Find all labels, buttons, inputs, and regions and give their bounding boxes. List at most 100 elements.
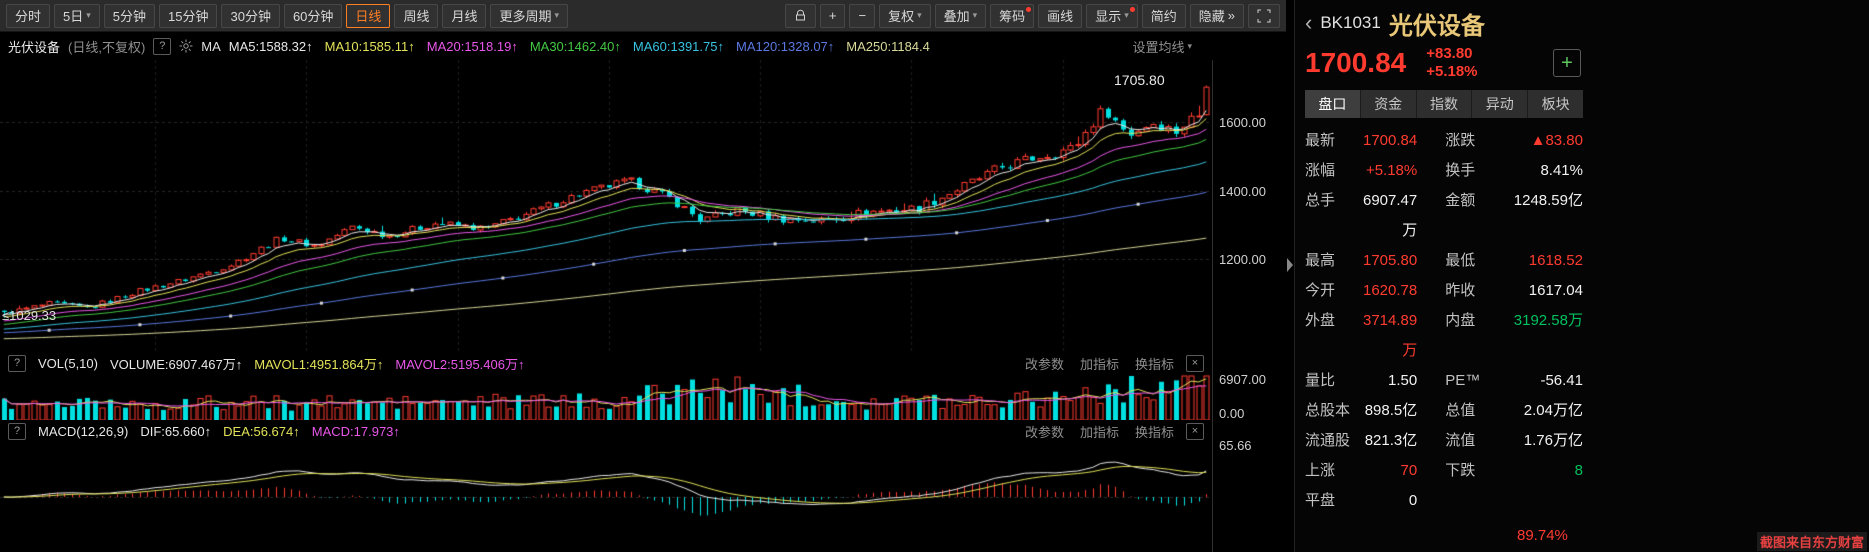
simple-mode-button-label: 简约 xyxy=(1150,9,1177,24)
sidebar-collapse-handle[interactable] xyxy=(1286,0,1294,552)
close-icon[interactable]: × xyxy=(1186,422,1204,440)
lock-button[interactable] xyxy=(784,3,816,28)
add-indicator-link[interactable]: 加指标 xyxy=(1079,424,1119,440)
zoom-out-button-label: − xyxy=(858,8,867,23)
chevron-down-icon: ▾ xyxy=(86,10,91,20)
ma-settings-label: 设置均线 xyxy=(1132,39,1185,55)
stock-name: 光伏设备 xyxy=(1388,12,1485,40)
zoom-out-button[interactable]: − xyxy=(849,3,876,28)
add-to-watchlist-button[interactable]: + xyxy=(1553,49,1581,77)
help-icon[interactable]: ? xyxy=(8,422,26,440)
period-5day[interactable]: 5日 ▾ xyxy=(54,3,100,28)
price-change: +83.80 xyxy=(1426,45,1473,62)
period-time-sharing[interactable]: 分时 xyxy=(6,3,51,28)
stat-value: 1700.84 xyxy=(1363,132,1418,149)
stat-label: 内盘 xyxy=(1445,312,1476,329)
tool-buttons: + − 复权 ▾ 叠加 ▾ 筹码 画线 显示 ▾ 简约 隐藏» xyxy=(784,3,1280,28)
stat-value: -56.41 xyxy=(1540,372,1583,389)
zoom-in-button-label: + xyxy=(828,8,837,23)
period-15min[interactable]: 15分钟 xyxy=(159,3,218,28)
period-15min-label: 15分钟 xyxy=(168,9,209,24)
tab-sector[interactable]: 板块 xyxy=(1528,90,1583,118)
fullscreen-button[interactable] xyxy=(1248,3,1280,28)
switch-indicator-link[interactable]: 换指标 xyxy=(1134,424,1174,440)
gear-icon[interactable] xyxy=(179,39,193,53)
period-time-sharing-label: 分时 xyxy=(15,9,42,24)
chips-button[interactable]: 筹码 xyxy=(990,3,1035,28)
chips-button-label: 筹码 xyxy=(999,9,1026,24)
stat-label: 流通股 xyxy=(1305,432,1351,449)
stock-code: BK1031 xyxy=(1320,13,1381,32)
stat-value: 3714.89万 xyxy=(1363,312,1418,359)
chart-title: 光伏设备 xyxy=(8,39,61,55)
chevron-left-icon[interactable]: ‹ xyxy=(1305,10,1313,35)
switch-indicator-link[interactable]: 换指标 xyxy=(1134,356,1174,372)
stat-label: 流值 xyxy=(1445,432,1476,449)
macd-canvas[interactable] xyxy=(0,442,1212,552)
price-change-percent: +5.18% xyxy=(1426,63,1478,80)
indicator-value-1: DEA:56.674↑ xyxy=(223,423,300,439)
overlay-button[interactable]: 叠加 ▾ xyxy=(934,3,987,28)
hide-button[interactable]: 隐藏» xyxy=(1189,3,1244,28)
zoom-in-button[interactable]: + xyxy=(819,3,846,28)
chevron-down-icon: ▾ xyxy=(1124,10,1129,20)
indicator-name: VOL(5,10) xyxy=(38,355,98,371)
tab-funds[interactable]: 资金 xyxy=(1360,90,1417,118)
ma-value-3: MA30:1462.40↑ xyxy=(529,38,621,54)
stat-label: 平盘 xyxy=(1305,492,1336,509)
tab-quote[interactable]: 盘口 xyxy=(1305,90,1361,118)
candlestick-canvas[interactable] xyxy=(0,60,1212,352)
price-line: 1700.84 +83.80 +5.18% + xyxy=(1305,40,1583,86)
stat-value: 821.3亿 xyxy=(1364,432,1418,449)
add-indicator-link[interactable]: 加指标 xyxy=(1079,356,1119,372)
change-params-link[interactable]: 改参数 xyxy=(1024,356,1064,372)
stat-value: 0 xyxy=(1408,492,1418,509)
change-params-link[interactable]: 改参数 xyxy=(1024,424,1064,440)
tab-index[interactable]: 指数 xyxy=(1416,90,1473,118)
period-5min[interactable]: 5分钟 xyxy=(103,3,156,28)
overlay-button-label: 叠加 xyxy=(943,9,970,24)
period-30min[interactable]: 30分钟 xyxy=(221,3,280,28)
period-more[interactable]: 更多周期 ▾ xyxy=(490,3,569,28)
red-dot-badge xyxy=(1026,6,1032,12)
period-30min-label: 30分钟 xyxy=(230,9,271,24)
red-dot-badge xyxy=(1129,6,1135,12)
volume-canvas[interactable] xyxy=(0,374,1212,420)
stat-value: 8 xyxy=(1574,462,1583,479)
watermark: 截图来自东方财富 xyxy=(1756,532,1867,551)
partial-stat-value: 89.74% xyxy=(1517,527,1568,544)
tab-movement[interactable]: 异动 xyxy=(1472,90,1529,118)
sidebar-tabs: 盘口 资金 指数 异动 板块 xyxy=(1305,90,1583,118)
ma-settings-button[interactable]: 设置均线 ▾ xyxy=(1132,37,1192,56)
chevron-down-icon: ▾ xyxy=(1187,40,1192,51)
stat-label: 总手 xyxy=(1305,192,1336,209)
period-5day-label: 5日 xyxy=(63,9,84,24)
adjust-price-button[interactable]: 复权 ▾ xyxy=(879,3,931,28)
sidebar-header: ‹ BK1031 光伏设备 xyxy=(1305,6,1583,40)
draw-line-button-label: 画线 xyxy=(1047,9,1074,24)
draw-line-button[interactable]: 画线 xyxy=(1038,3,1083,28)
stat-value: 2.04万亿 xyxy=(1523,402,1583,419)
volume-axis-label: 6907.00 xyxy=(1219,372,1266,387)
period-daily[interactable]: 日线 xyxy=(346,3,391,28)
price-change-block: +83.80 +5.18% xyxy=(1426,45,1477,81)
price-axis: 1600.00 1400.00 1200.00 6907.00 0.00 65.… xyxy=(1212,60,1286,552)
stat-label: 昨收 xyxy=(1445,282,1476,299)
display-button[interactable]: 显示 ▾ xyxy=(1086,3,1138,28)
indicator-value-1: MAVOL1:4951.864万↑ xyxy=(254,356,384,372)
ma-value-5: MA120:1328.07↑ xyxy=(735,38,835,54)
close-icon[interactable]: × xyxy=(1186,354,1204,372)
indicator-links: 改参数 加指标 换指标 xyxy=(1025,354,1174,373)
help-icon[interactable]: ? xyxy=(8,354,26,372)
ma-value-0: MA5:1588.32↑ xyxy=(228,38,313,54)
fullscreen-icon xyxy=(1257,9,1271,23)
period-60min[interactable]: 60分钟 xyxy=(283,3,343,28)
period-more-label: 更多周期 xyxy=(499,9,552,24)
period-monthly[interactable]: 月线 xyxy=(442,3,487,28)
stat-value: 3192.58万 xyxy=(1513,312,1583,329)
ma-value-4: MA60:1391.75↑ xyxy=(632,38,724,54)
simple-mode-button[interactable]: 简约 xyxy=(1141,3,1186,28)
help-icon[interactable]: ? xyxy=(153,37,172,55)
period-weekly[interactable]: 周线 xyxy=(394,3,439,28)
